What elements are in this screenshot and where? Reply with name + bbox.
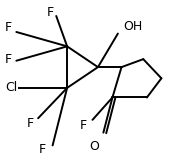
Text: F: F [39, 143, 46, 156]
Text: F: F [46, 6, 53, 19]
Text: OH: OH [123, 20, 143, 33]
Text: F: F [5, 21, 12, 34]
Text: Cl: Cl [6, 81, 18, 94]
Text: O: O [89, 141, 99, 154]
Text: F: F [26, 117, 33, 130]
Text: F: F [5, 53, 12, 66]
Text: F: F [80, 119, 87, 132]
